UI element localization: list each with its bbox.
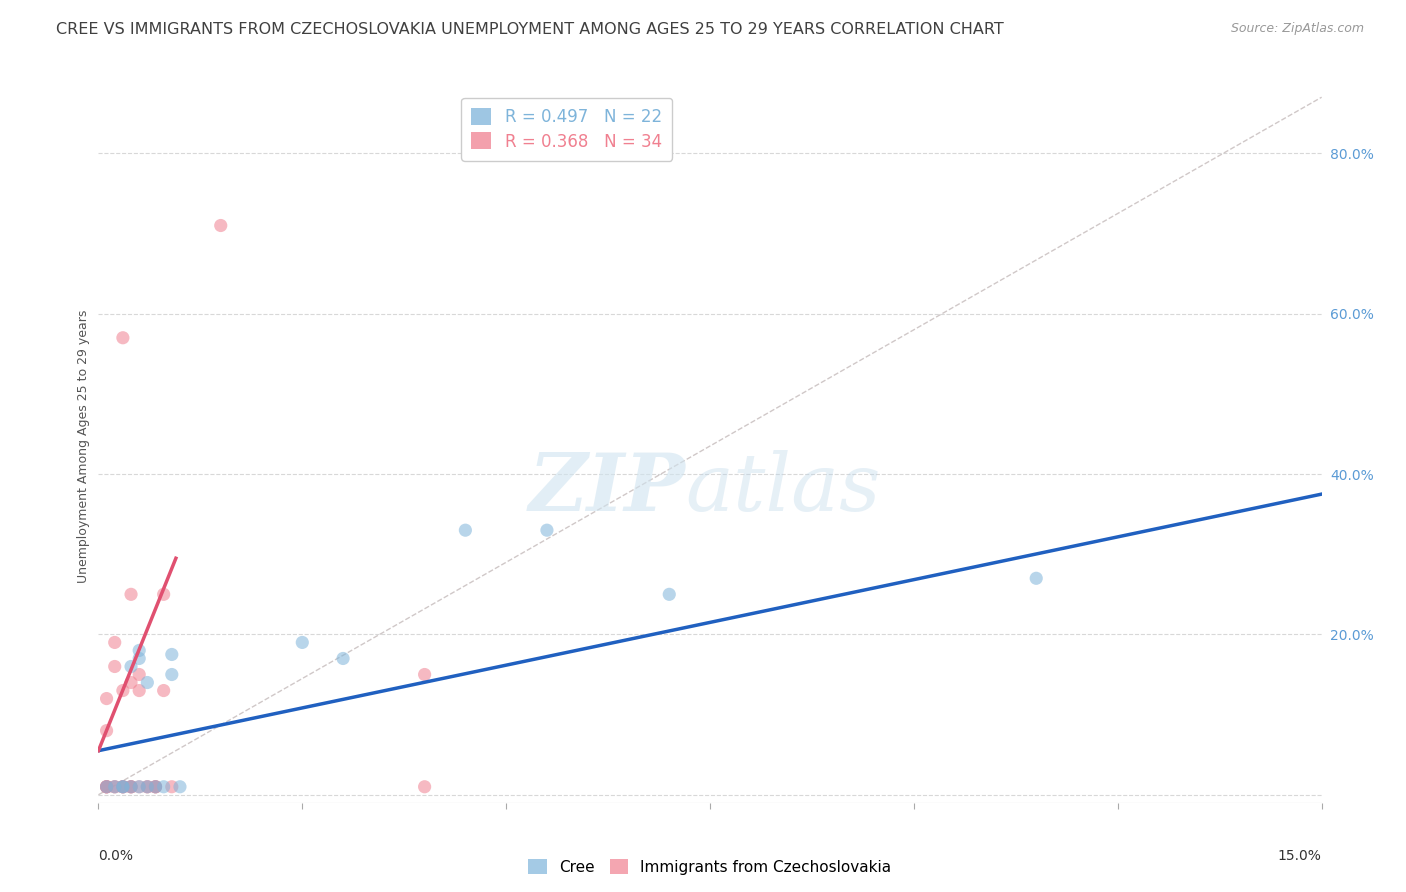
Point <box>111 683 134 698</box>
Point <box>120 780 142 794</box>
Point <box>413 667 436 681</box>
Text: 15.0%: 15.0% <box>1278 849 1322 863</box>
Point <box>96 780 118 794</box>
Point <box>111 780 134 794</box>
Point <box>120 587 142 601</box>
Point <box>658 587 681 601</box>
Point <box>111 780 134 794</box>
Point <box>104 659 127 673</box>
Point <box>96 780 118 794</box>
Point <box>111 780 134 794</box>
Point <box>96 780 118 794</box>
Point <box>128 643 150 657</box>
Point <box>128 780 150 794</box>
Point <box>128 651 150 665</box>
Point <box>96 780 118 794</box>
Point <box>96 723 118 738</box>
Point <box>128 780 150 794</box>
Point <box>111 780 134 794</box>
Legend: Cree, Immigrants from Czechoslovakia: Cree, Immigrants from Czechoslovakia <box>523 853 897 880</box>
Text: ZIP: ZIP <box>529 450 686 527</box>
Point <box>120 780 142 794</box>
Point <box>1025 571 1047 585</box>
Point <box>145 780 167 794</box>
Point <box>104 780 127 794</box>
Point <box>152 683 174 698</box>
Point <box>96 780 118 794</box>
Point <box>120 675 142 690</box>
Point <box>111 331 134 345</box>
Point <box>152 780 174 794</box>
Point <box>104 635 127 649</box>
Point <box>128 667 150 681</box>
Point <box>111 780 134 794</box>
Point <box>160 648 183 662</box>
Point <box>96 691 118 706</box>
Point <box>209 219 232 233</box>
Point <box>136 780 159 794</box>
Text: Source: ZipAtlas.com: Source: ZipAtlas.com <box>1230 22 1364 36</box>
Point <box>152 587 174 601</box>
Point <box>136 675 159 690</box>
Point <box>120 780 142 794</box>
Point <box>413 780 436 794</box>
Point <box>136 780 159 794</box>
Text: 0.0%: 0.0% <box>98 849 134 863</box>
Point <box>160 780 183 794</box>
Point <box>160 667 183 681</box>
Point <box>104 780 127 794</box>
Point <box>145 780 167 794</box>
Point <box>145 780 167 794</box>
Point <box>536 523 558 537</box>
Point <box>104 780 127 794</box>
Point <box>128 683 150 698</box>
Point <box>120 659 142 673</box>
Y-axis label: Unemployment Among Ages 25 to 29 years: Unemployment Among Ages 25 to 29 years <box>77 310 90 582</box>
Point <box>136 780 159 794</box>
Point <box>291 635 314 649</box>
Point <box>454 523 477 537</box>
Text: CREE VS IMMIGRANTS FROM CZECHOSLOVAKIA UNEMPLOYMENT AMONG AGES 25 TO 29 YEARS CO: CREE VS IMMIGRANTS FROM CZECHOSLOVAKIA U… <box>56 22 1004 37</box>
Point <box>145 780 167 794</box>
Point <box>169 780 191 794</box>
Point <box>332 651 354 665</box>
Text: atlas: atlas <box>686 450 882 527</box>
Point <box>120 780 142 794</box>
